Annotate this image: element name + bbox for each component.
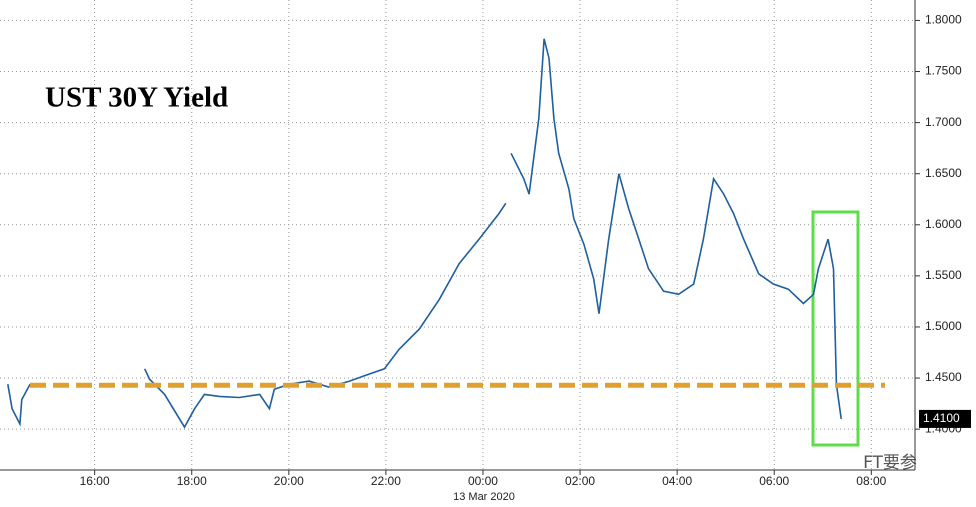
y-tick-label: 1.7500 [925, 64, 962, 78]
last-price-box [919, 409, 971, 428]
y-tick-label: 1.8000 [925, 13, 962, 27]
y-tick-label: 1.4500 [925, 370, 962, 384]
x-tick-label: 02:00 [565, 474, 595, 488]
x-tick-label: 04:00 [662, 474, 692, 488]
chart-title: UST 30Y Yield [45, 82, 228, 114]
date-label: 13 Mar 2020 [453, 491, 515, 503]
y-tick-label: 1.7000 [925, 115, 962, 129]
last-price-label: 1.4100 [923, 411, 960, 425]
x-tick-label: 06:00 [759, 474, 789, 488]
x-tick-label: 22:00 [371, 474, 401, 488]
x-tick-label: 08:00 [856, 474, 886, 488]
x-tick-label: 20:00 [274, 474, 304, 488]
y-tick-label: 1.6000 [925, 217, 962, 231]
x-tick-label: 16:00 [80, 474, 110, 488]
highlight-box [811, 210, 860, 447]
watermark: FT要参 [863, 453, 917, 473]
x-tick-label: 18:00 [177, 474, 207, 488]
y-tick-label: 1.5000 [925, 319, 962, 333]
price-line [7, 38, 842, 429]
y-tick-label: 1.5500 [925, 268, 962, 282]
y-tick-label: 1.6500 [925, 166, 962, 180]
x-tick-label: 00:00 [468, 474, 498, 488]
